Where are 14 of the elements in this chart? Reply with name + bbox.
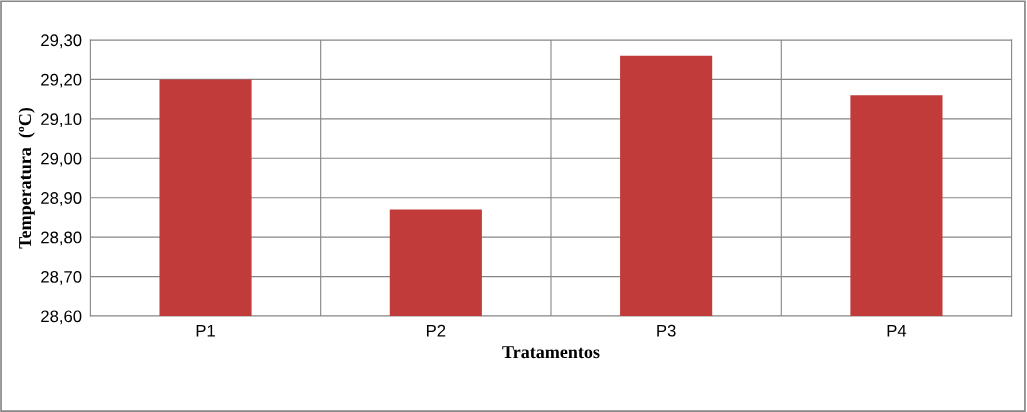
y-tick-label: 28,90 [41,192,82,206]
y-tick-label: 29,00 [41,152,82,167]
x-axis-title: Tratamentos [502,346,600,359]
x-tick-label: P1 [196,324,215,337]
y-tick-label: 29,10 [41,113,82,127]
y-tick-label: 28,70 [41,270,82,285]
x-tick-label: P4 [887,324,907,337]
y-tick-label: 28,80 [41,231,82,246]
y-tick-label: 29,30 [41,34,82,49]
y-axis-title: Temperatura (ºC) [18,107,35,249]
y-tick-label: 29,20 [41,73,82,88]
y-tick-label: 28,60 [41,310,82,325]
x-tick-label: P3 [657,324,676,337]
x-tick-label: P2 [427,324,446,337]
